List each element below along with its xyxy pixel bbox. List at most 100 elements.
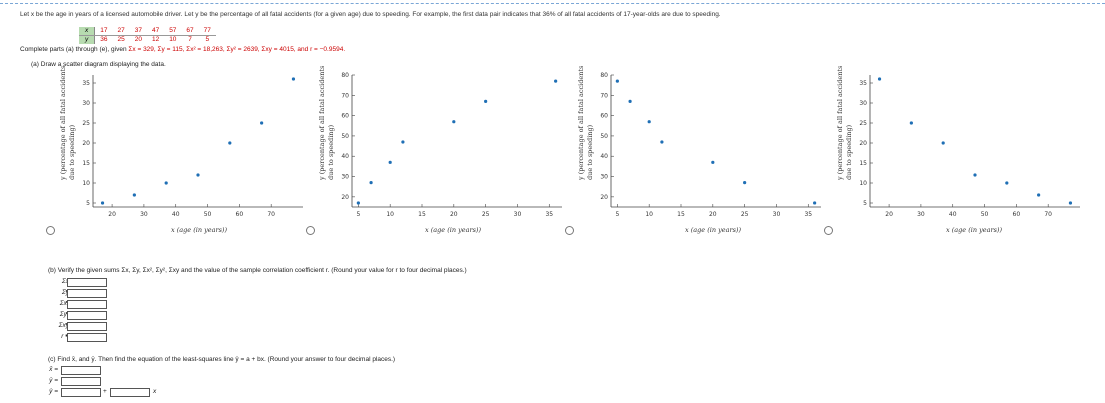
y-bar-row: ȳ =: [47, 376, 58, 386]
data-point: [228, 141, 232, 145]
table-cell: 7: [188, 36, 192, 43]
x-variable: x: [153, 388, 157, 395]
y-tick-label: 30: [82, 100, 90, 107]
y-tick-label: 30: [600, 174, 608, 181]
x-bar-label: x̄ =: [49, 366, 58, 373]
x-bar-input[interactable]: [61, 366, 101, 375]
y-tick-label: 70: [341, 92, 349, 99]
y-tick-label: 80: [600, 72, 608, 79]
sum-y2-input[interactable]: [67, 311, 107, 320]
table-cell: 36: [100, 36, 108, 43]
data-point: [743, 181, 747, 185]
sum-x-input[interactable]: [67, 278, 107, 287]
x-tick-label: 20: [709, 211, 717, 218]
table-cell: 57: [164, 27, 182, 36]
y-tick-label: 10: [82, 180, 90, 187]
radio-option-2[interactable]: [306, 226, 315, 235]
x-bar-row: x̄ =: [47, 365, 58, 375]
y-tick-label: 20: [600, 194, 608, 201]
x-tick-label: 5: [615, 211, 619, 218]
x-tick-label: 15: [677, 211, 685, 218]
y-tick-label: 70: [600, 92, 608, 99]
table-cell: 20: [134, 36, 142, 43]
y-tick-label: 10: [859, 180, 867, 187]
x-tick-label: 70: [267, 211, 275, 218]
top-divider: [0, 3, 1105, 4]
radio-option-4[interactable]: [824, 226, 833, 235]
data-point: [1005, 181, 1009, 185]
y-tick-label: 40: [341, 153, 349, 160]
x-tick-label: 30: [773, 211, 781, 218]
data-point: [647, 120, 651, 124]
table-cell: 67: [181, 27, 199, 36]
plot-3-xlabel: x (age (in years)): [685, 226, 741, 234]
data-point: [132, 193, 136, 197]
y-tick-label: 30: [341, 174, 349, 181]
y-tick-label: 25: [859, 120, 867, 127]
x-tick-label: 50: [981, 211, 989, 218]
data-point: [941, 141, 945, 145]
x-tick-label: 20: [108, 211, 116, 218]
x-header: x: [79, 27, 96, 36]
y-bar-label: ȳ =: [49, 377, 58, 384]
x-tick-label: 60: [1013, 211, 1021, 218]
given-sums-text: Complete parts (a) through (e), given Σx…: [20, 46, 345, 53]
data-point: [356, 201, 360, 205]
y-tick-label: 15: [859, 160, 867, 167]
y-tick-label: 80: [341, 72, 349, 79]
y-tick-label: 15: [82, 160, 90, 167]
x-tick-label: 15: [418, 211, 426, 218]
r-input[interactable]: [67, 333, 107, 342]
data-point: [909, 121, 913, 125]
y-header: y: [79, 35, 96, 44]
slope-input[interactable]: [110, 388, 150, 397]
x-tick-label: 25: [741, 211, 749, 218]
radio-option-3[interactable]: [565, 226, 574, 235]
y-tick-label: 5: [863, 200, 867, 207]
line-row: ŷ =: [47, 387, 58, 397]
data-point: [401, 140, 405, 144]
table-row: x 17 27 37 47 57 67 77: [79, 27, 216, 36]
y-tick-label: 20: [82, 140, 90, 147]
data-point: [554, 79, 558, 83]
data-point: [877, 77, 882, 81]
table-cell: 12: [151, 36, 160, 43]
intercept-input[interactable]: [61, 388, 101, 397]
data-point: [196, 173, 200, 177]
x-tick-label: 30: [917, 211, 925, 218]
y-tick-label: 35: [82, 80, 90, 87]
data-point: [615, 79, 619, 83]
y-tick-label: 30: [859, 100, 867, 107]
part-b-prompt: (b) Verify the given sums Σx, Σy, Σx², Σ…: [48, 267, 467, 274]
data-point: [291, 77, 296, 81]
data-point: [973, 173, 977, 177]
sum-xy-input[interactable]: [67, 322, 107, 331]
y-tick-label: 25: [82, 120, 90, 127]
x-tick-label: 35: [804, 211, 812, 218]
data-point: [1037, 193, 1041, 197]
y-bar-input[interactable]: [61, 377, 101, 386]
x-tick-label: 20: [885, 211, 893, 218]
data-point: [660, 140, 664, 144]
r-row: r =: [58, 332, 69, 342]
x-tick-label: 35: [545, 211, 553, 218]
data-point: [260, 121, 264, 125]
table-cell: 77: [198, 27, 216, 36]
y-tick-label: 50: [341, 133, 349, 140]
data-point: [628, 99, 632, 103]
sum-x2-input[interactable]: [67, 300, 107, 309]
radio-option-1[interactable]: [46, 226, 55, 235]
sum-y-input[interactable]: [67, 289, 107, 298]
x-tick-label: 5: [356, 211, 360, 218]
plot-1-xlabel: x (age (in years)): [171, 226, 227, 234]
x-tick-label: 60: [236, 211, 244, 218]
plot-4-xlabel: x (age (in years)): [946, 226, 1002, 234]
table-cell: 27: [112, 27, 130, 36]
x-tick-label: 70: [1044, 211, 1052, 218]
table-cell: 10: [169, 36, 177, 43]
data-point: [369, 181, 373, 185]
r-label: r =: [61, 333, 69, 340]
